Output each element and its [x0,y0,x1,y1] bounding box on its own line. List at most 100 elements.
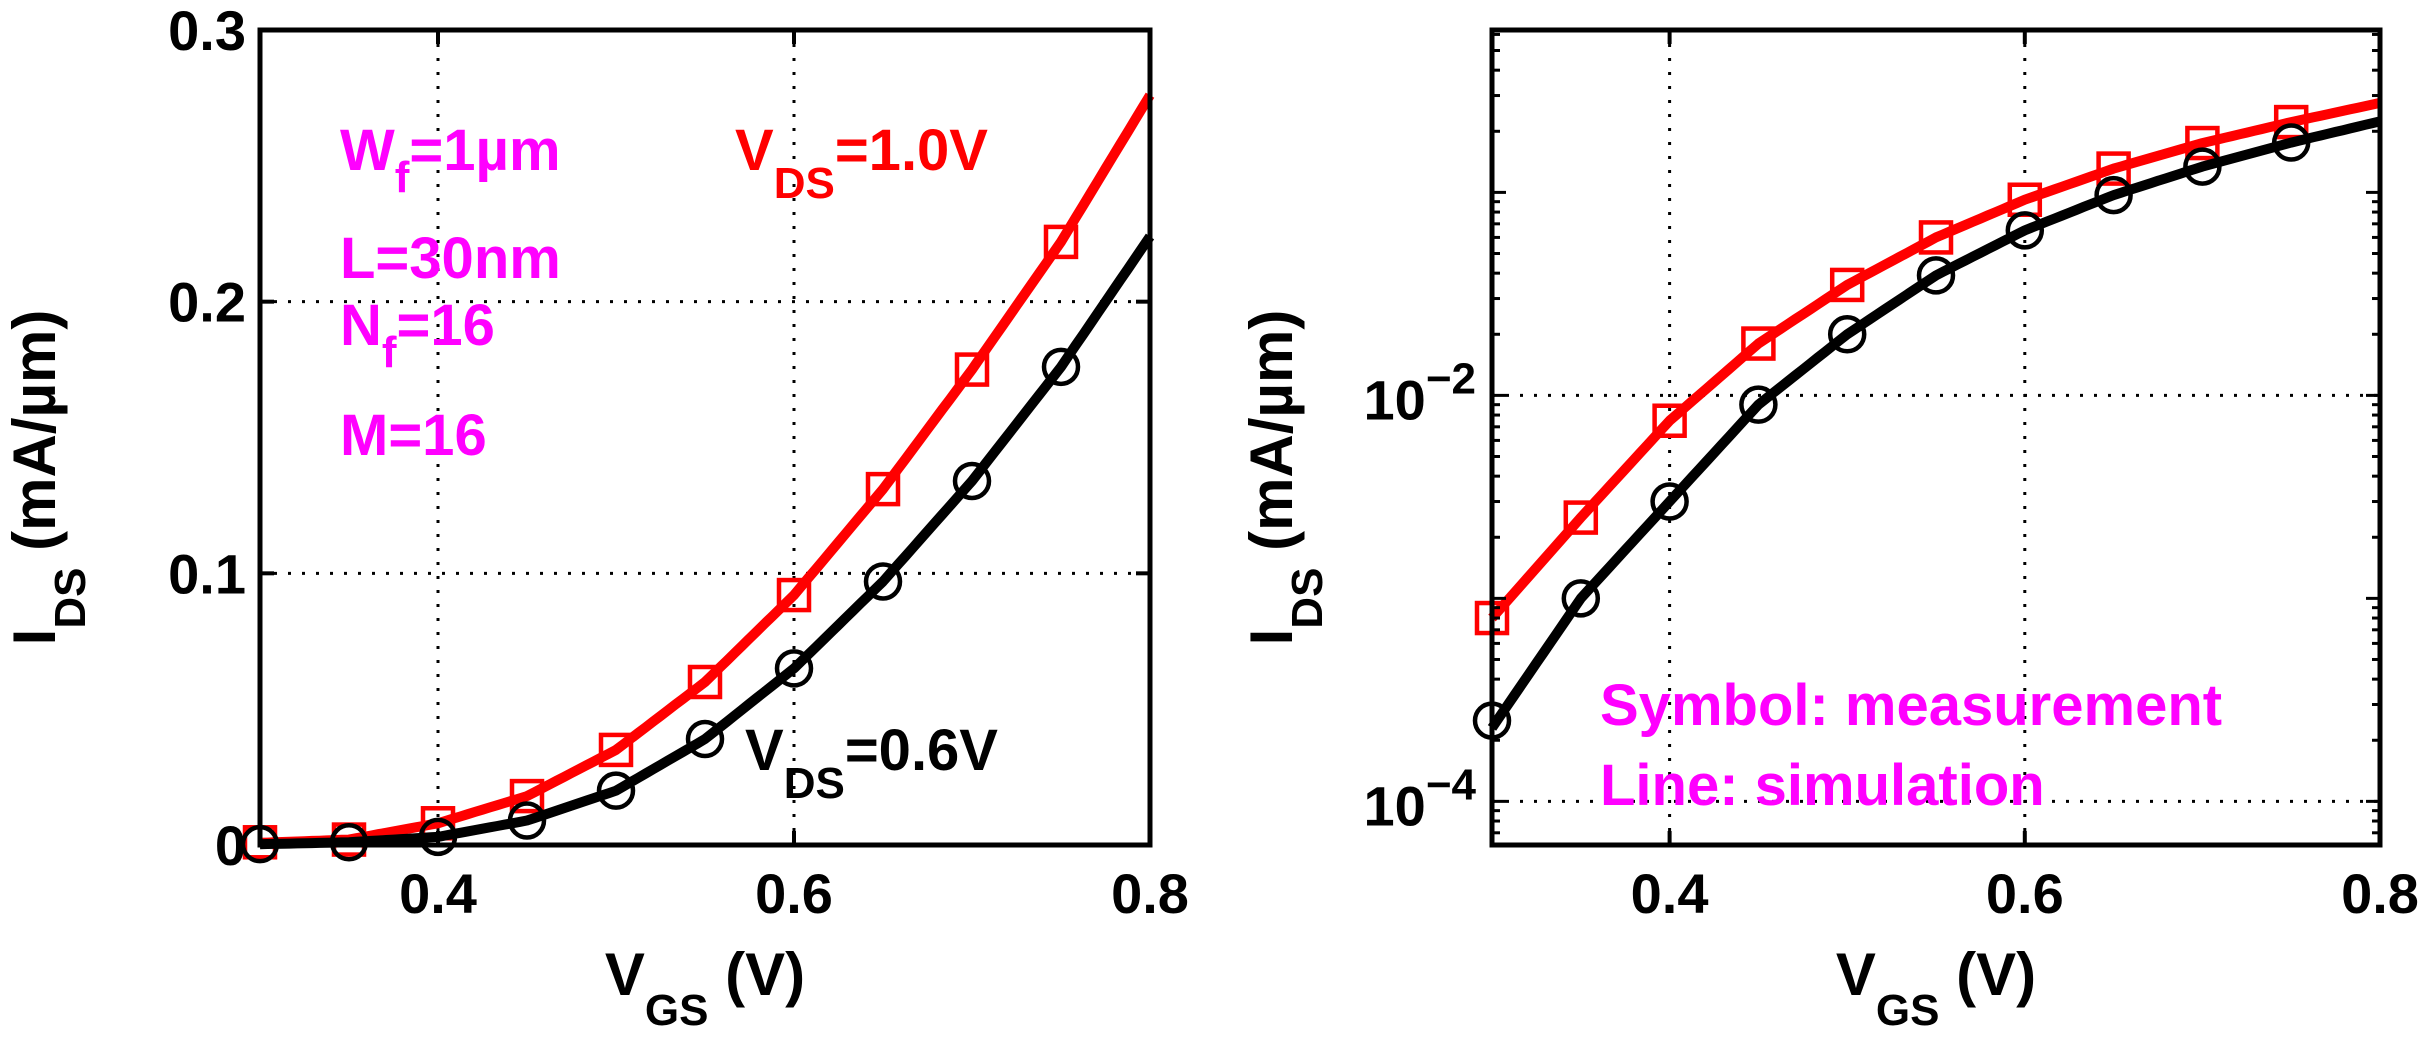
measurement-circle [863,562,903,601]
axes-box [257,27,1153,848]
measurement-square [1918,220,1954,255]
series-vds-0v6 [1472,116,2382,740]
x-axis-label: VGS (V) [605,941,805,1035]
vds-1v0-label: VDS=1.0V [735,118,988,208]
x-tick-label: 0.6 [755,862,833,925]
measurement-square [2096,151,2131,186]
simulation-line [259,233,1155,850]
x-tick-label: 0.4 [1631,862,1709,925]
vds-0v6-label-subscript: DS [784,759,845,808]
x-axis-label: VGS (V) [1836,941,2036,1035]
measurement-circle [1827,315,1867,354]
measurement-square [687,664,723,700]
series-vds-0v6 [240,233,1155,864]
simulation-line [1487,116,2382,731]
y-axis-label-main: I [1238,629,1305,646]
x-tick-label: 0.4 [399,862,477,925]
x-axis-label-unit: (V) [708,941,805,1008]
y-tick-label: 0 [215,814,246,877]
param-label-subscript: f [382,328,397,377]
measurement-square [509,778,545,814]
measurement-circle [1041,347,1081,387]
param-label: M=16 [340,403,487,468]
vds-0v6-label: VDS=0.6V [745,718,998,808]
vds-0v6-label-value: =0.6V [845,718,998,783]
measurement-square [1043,224,1079,260]
x-axis-label-main: V [605,941,645,1008]
y-axis-label-unit: (mA/µm) [1,310,68,568]
measurement-circle [2094,175,2133,215]
measurement-square [865,471,901,507]
measurement-circle [1561,579,1601,618]
param-label-subscript: f [395,153,410,202]
param-label-value: =1µm [409,118,560,183]
measurement-circle [1650,482,1689,521]
measurement-circle [2271,123,2311,162]
x-axis-label-unit: (V) [1939,941,2036,1008]
x-tick-label: 0.6 [1986,862,2064,925]
measurement-circle [596,771,636,810]
param-label: Nf=16 [340,293,495,377]
measurement-circle [418,817,458,857]
y-tick-label: 0.2 [168,271,246,334]
y-tick-base: 10 [1364,368,1426,431]
vds-1v0-label-value: =1.0V [835,118,988,183]
measurement-square [2185,125,2220,161]
measurement-square [1741,326,1776,361]
y-axis-label-unit: (mA/µm) [1238,310,1305,568]
measurement-square [2273,104,2309,140]
measurement-square [1652,403,1687,438]
measurement-circle [1916,256,1956,295]
x-axis-label-subscript: GS [645,986,709,1035]
x-tick-label: 0.8 [1111,862,1189,925]
axes-box [1489,27,2383,848]
measurement-circle [507,801,547,840]
vds-1v0-label-main: V [735,118,774,183]
measurement-circle [329,823,369,862]
y-tick-exponent: −4 [1426,760,1477,809]
y-axis-label-subscript: DS [1283,568,1332,629]
y-axis-label: IDS (mA/µm) [1238,310,1332,646]
x-axis-label-main: V [1836,941,1876,1008]
y-tick-label: 10−4 [1364,760,1477,837]
simulation-line [1488,98,2382,622]
param-label-main: N [340,293,382,358]
param-label: Wf=1µm [340,118,561,202]
y-tick-label: 10−2 [1364,354,1476,431]
measurement-square [598,732,634,768]
param-label: L=30nm [340,226,561,291]
measurement-circle [1739,385,1778,424]
param-label-main: M=16 [340,403,487,468]
param-label-main: L=30nm [340,226,561,291]
y-tick-base: 10 [1364,774,1426,837]
param-label-value: =16 [397,293,495,358]
grid [260,30,1150,845]
legend-note: Symbol: measurement Line: simulation [1600,673,2222,818]
y-tick-exponent: −2 [1426,354,1476,403]
measurement-square [954,352,990,387]
legend-note-line: Symbol: measurement [1600,673,2222,738]
measurement-circle [952,461,992,501]
param-label-main: W [340,118,395,183]
measurement-square [1563,500,1599,535]
y-axis-label: IDS (mA/µm) [1,310,95,646]
series-vds-1v0 [242,92,1155,860]
measurement-square [776,577,812,613]
y-tick-label: 0.1 [168,542,246,605]
vds-1v0-label-subscript: DS [774,159,835,208]
measurement-circle [685,719,725,759]
simulation-line [259,92,1155,848]
y-axis-label-subscript: DS [46,568,95,629]
x-tick-label: 0.8 [2341,862,2419,925]
measurement-circle [2183,147,2222,186]
y-axis-label-main: I [1,629,68,646]
y-tick-label: 0.3 [168,0,246,62]
measurement-circle [774,649,814,688]
series-vds-1v0 [1474,98,2382,636]
vds-0v6-label-main: V [745,718,784,783]
measurement-circle [2005,211,2045,250]
x-axis-label-subscript: GS [1876,986,1940,1035]
